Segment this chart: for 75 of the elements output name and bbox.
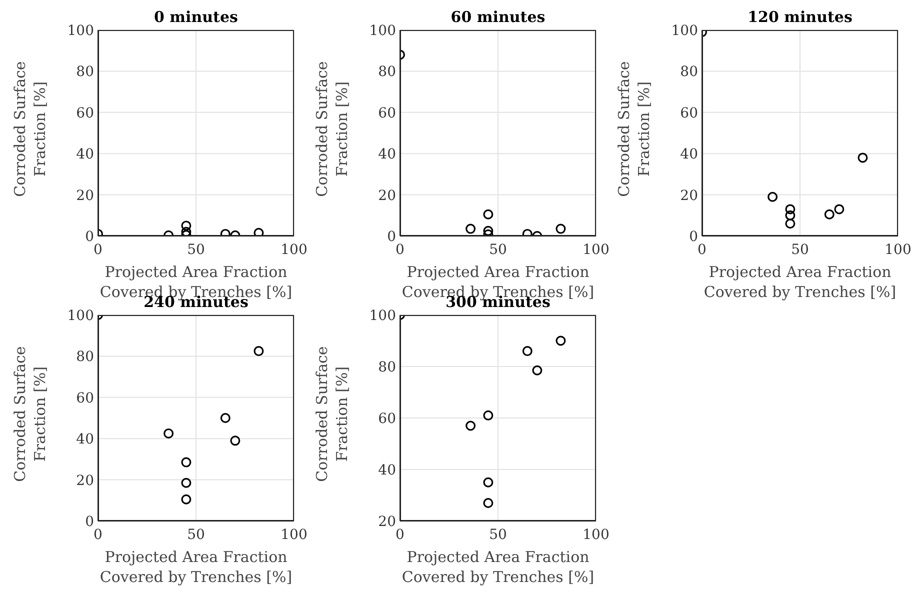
point xyxy=(483,477,494,488)
y-tick-label: 40 xyxy=(76,432,94,448)
point xyxy=(164,428,174,438)
point xyxy=(858,152,868,163)
point xyxy=(785,218,796,229)
y-tick-label: 20 xyxy=(76,472,94,489)
y-tick-label: 0 xyxy=(85,514,94,530)
y-axis-title: Corroded Surface Fraction [%] xyxy=(312,345,352,484)
y-tick-label: 80 xyxy=(378,64,396,80)
y-tick-label: 100 xyxy=(369,22,396,39)
x-tick-label: 100 xyxy=(582,526,610,543)
x-tick-label: 100 xyxy=(280,526,308,543)
y-tick-label: 100 xyxy=(67,308,94,324)
y-tick-label: 60 xyxy=(680,105,698,122)
x-axis-title: Projected Area Fraction Covered by Trenches [%] xyxy=(98,547,294,587)
point xyxy=(785,204,796,214)
point xyxy=(556,224,566,234)
y-tick-label: 100 xyxy=(67,22,94,39)
x-tick-label: 50 xyxy=(489,242,507,258)
y-tick-label: 80 xyxy=(680,64,698,80)
y-tick-label: 80 xyxy=(378,359,396,376)
y-tick-label: 80 xyxy=(76,64,94,80)
y-axis-title: Corroded Surface Fraction [%] xyxy=(10,60,50,199)
point xyxy=(785,210,796,220)
y-axis-title: Corroded Surface Fraction [%] xyxy=(10,345,50,484)
point xyxy=(824,209,834,220)
y-tick-label: 60 xyxy=(378,105,396,122)
chart-title: 60 minutes xyxy=(450,8,546,26)
y-tick-label: 0 xyxy=(387,228,396,245)
y-tick-label: 100 xyxy=(369,308,396,324)
y-tick-label: 20 xyxy=(378,188,396,204)
point xyxy=(483,498,494,508)
y-tick-label: 100 xyxy=(671,22,698,39)
x-tick-label: 100 xyxy=(280,242,308,258)
x-tick-label: 50 xyxy=(791,242,809,258)
chart-title: 0 minutes xyxy=(153,8,239,26)
y-axis-title: Corroded Surface Fraction [%] xyxy=(312,60,352,199)
y-tick-label: 80 xyxy=(76,349,94,366)
y-tick-label: 60 xyxy=(76,390,94,406)
point xyxy=(181,457,192,468)
point xyxy=(483,226,494,236)
x-tick-label: 100 xyxy=(884,242,912,258)
point xyxy=(532,365,542,376)
y-tick-label: 60 xyxy=(378,410,396,427)
point xyxy=(522,346,532,356)
y-tick-label: 40 xyxy=(378,462,396,478)
point xyxy=(466,420,476,431)
point xyxy=(834,204,844,214)
y-tick-label: 40 xyxy=(680,146,698,163)
y-tick-label: 60 xyxy=(76,105,94,122)
y-tick-label: 20 xyxy=(680,188,698,204)
point xyxy=(220,413,230,423)
point xyxy=(181,478,192,488)
chart-title: 120 minutes xyxy=(746,8,854,26)
point xyxy=(230,436,240,446)
x-tick-label: 100 xyxy=(582,242,610,258)
point xyxy=(181,494,192,504)
y-axis-title: Corroded Surface Fraction [%] xyxy=(614,60,654,199)
y-tick-label: 40 xyxy=(76,146,94,163)
x-tick-label: 50 xyxy=(187,526,205,543)
point xyxy=(483,209,494,220)
y-tick-label: 0 xyxy=(85,228,94,245)
y-tick-label: 20 xyxy=(76,188,94,204)
point xyxy=(483,410,494,420)
x-axis-title: Projected Area Fraction Covered by Trenches [%] xyxy=(702,262,898,302)
x-tick-label: 50 xyxy=(187,242,205,258)
point xyxy=(254,346,264,356)
point xyxy=(768,192,778,202)
point xyxy=(466,224,476,234)
y-tick-label: 40 xyxy=(378,146,396,163)
x-axis-title: Projected Area Fraction Covered by Trenches [%] xyxy=(400,547,596,587)
point xyxy=(556,336,566,346)
y-tick-label: 20 xyxy=(378,514,396,530)
x-tick-label: 50 xyxy=(489,526,507,543)
y-tick-label: 0 xyxy=(689,228,698,245)
